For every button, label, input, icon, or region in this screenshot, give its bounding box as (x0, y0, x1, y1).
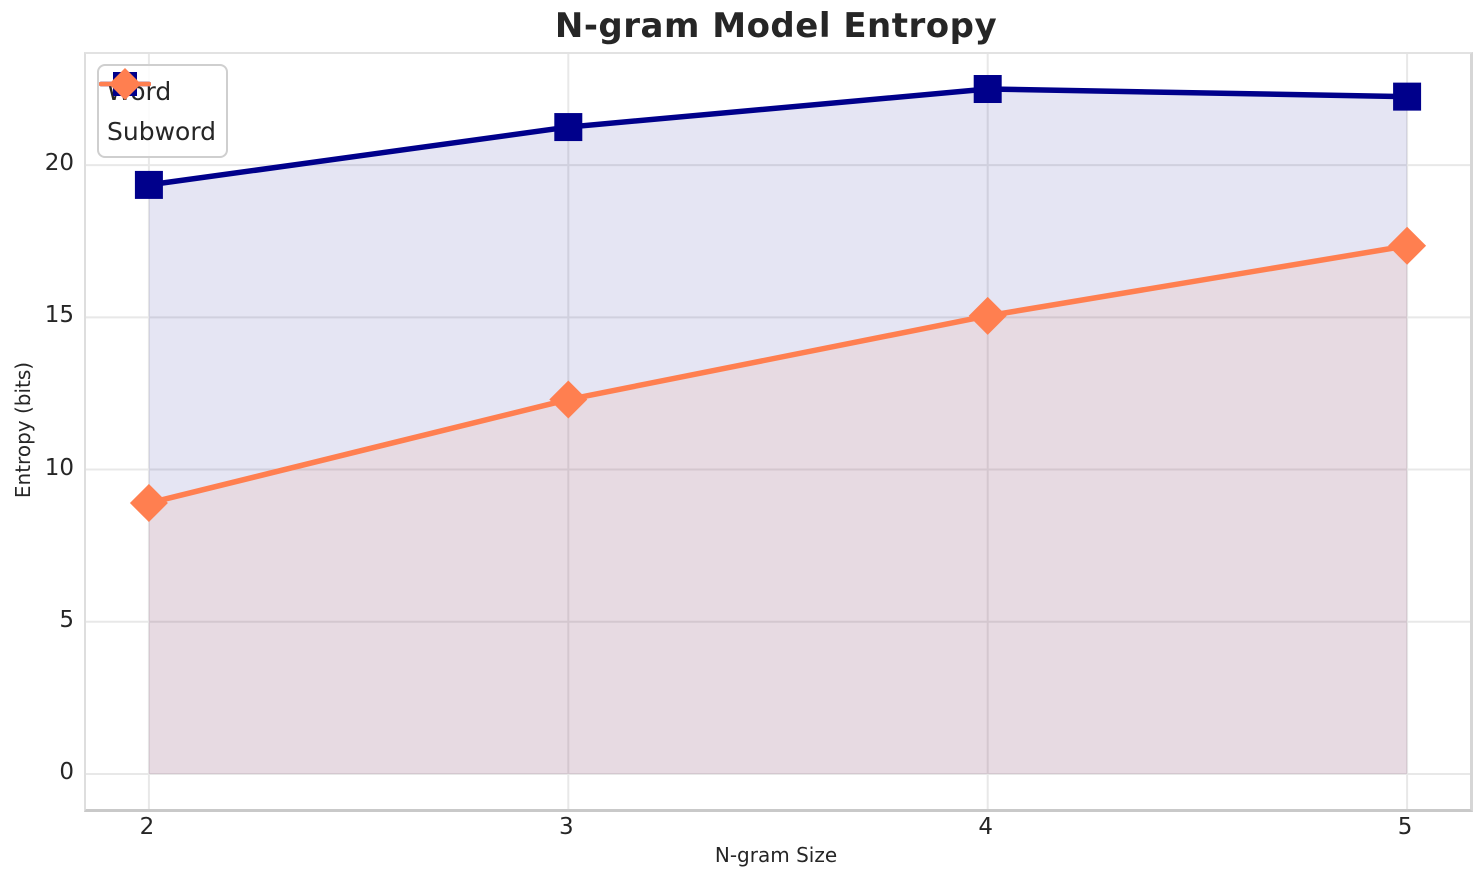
word-area-fill (148, 89, 1408, 774)
x-tick-label: 4 (978, 814, 994, 840)
subword-line (146, 243, 1410, 506)
subword-marker (549, 380, 588, 419)
y-tick-label: 0 (59, 758, 74, 785)
subword-marker-icon (99, 68, 151, 100)
plot-area: Word Subword (84, 52, 1473, 812)
x-tick-labels: 2 3 4 5 (84, 813, 1468, 843)
x-tick-label: 2 (139, 814, 155, 840)
chart-title: N-gram Model Entropy (554, 6, 998, 46)
plot-canvas (86, 54, 1470, 809)
word-line (146, 86, 1410, 188)
y-tick-label: 5 (59, 606, 74, 633)
legend-item-subword: Subword (99, 68, 220, 151)
word-marker (1393, 82, 1422, 111)
x-axis-label: N-gram Size (714, 843, 838, 867)
legend-label: Subword (107, 116, 217, 146)
word-marker (134, 170, 163, 199)
subword-marker (129, 484, 168, 523)
subword-marker (1388, 226, 1427, 265)
x-tick-label: 3 (558, 814, 574, 840)
subword-area-fill (148, 245, 1408, 774)
y-tick-label: 15 (44, 302, 74, 329)
x-tick-label: 5 (1397, 814, 1413, 840)
y-tick-label: 20 (44, 150, 74, 177)
word-marker (973, 75, 1002, 104)
word-marker (554, 113, 583, 142)
subword-marker (968, 296, 1007, 335)
legend: Word Subword (97, 64, 229, 158)
y-tick-label: 10 (44, 454, 74, 481)
y-tick-labels: 0 5 10 15 20 (0, 52, 74, 807)
